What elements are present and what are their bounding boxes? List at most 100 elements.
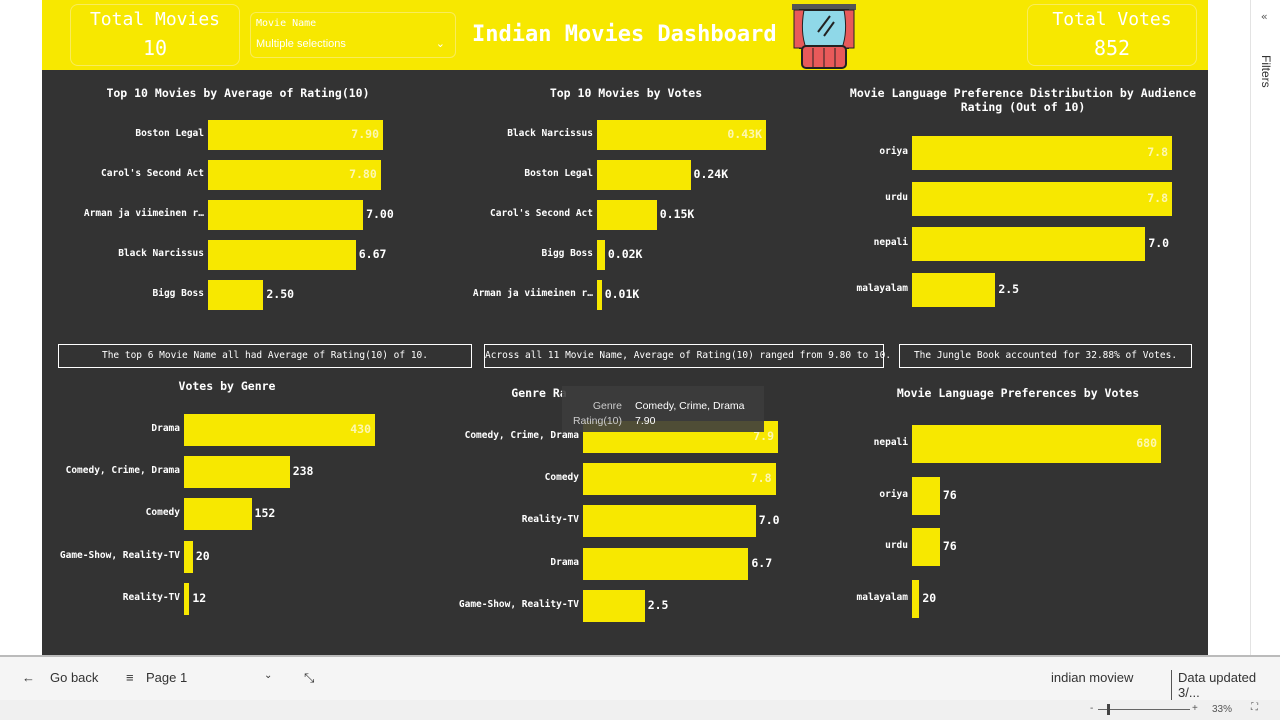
bar[interactable] bbox=[912, 182, 1172, 216]
data-label: 76 bbox=[942, 539, 957, 553]
bar[interactable] bbox=[208, 280, 264, 310]
category-label: Boston Legal bbox=[135, 128, 204, 139]
category-label: Bigg Boss bbox=[541, 248, 593, 259]
category-label: Comedy, Crime, Drama bbox=[464, 430, 579, 441]
chart-tooltip: Genre Comedy, Crime, Drama Rating(10) 7.… bbox=[562, 386, 764, 432]
page-selector[interactable]: Page 1 bbox=[146, 670, 188, 685]
zoom-out-button[interactable]: - bbox=[1090, 703, 1094, 714]
data-label: 0.24K bbox=[693, 167, 729, 181]
report-name: indian moview bbox=[1051, 670, 1134, 685]
category-label: oriya bbox=[879, 489, 908, 500]
category-label: nepali bbox=[873, 237, 908, 248]
bar[interactable] bbox=[597, 160, 691, 190]
category-label: Carol's Second Act bbox=[490, 208, 593, 219]
bar[interactable] bbox=[912, 580, 920, 618]
status-bar: - + 33% ⛶ bbox=[0, 700, 1280, 720]
bar[interactable] bbox=[184, 414, 375, 446]
go-back-button[interactable]: Go back bbox=[50, 670, 99, 685]
data-label: 2.50 bbox=[266, 287, 295, 301]
bar[interactable] bbox=[597, 200, 657, 230]
bottom-nav-bar: ← Go back ≡ Page 1 ⌄ ⤡ indian moview Dat… bbox=[0, 655, 1280, 700]
tooltip-value-genre: Comedy, Crime, Drama bbox=[635, 400, 745, 412]
bar[interactable] bbox=[208, 160, 381, 190]
cinema-logo-icon bbox=[792, 4, 856, 69]
collapse-chevron-icon[interactable]: « bbox=[1261, 10, 1268, 23]
data-label: 7.8 bbox=[1147, 191, 1168, 205]
category-label: Game-Show, Reality-TV bbox=[458, 599, 579, 610]
category-label: Boston Legal bbox=[524, 168, 593, 179]
bar[interactable] bbox=[912, 477, 940, 515]
bar[interactable] bbox=[208, 240, 356, 270]
category-label: malayalam bbox=[856, 283, 908, 294]
category-label: Arman ja viimeinen r… bbox=[83, 208, 204, 219]
bar[interactable] bbox=[184, 456, 290, 488]
category-label: Carol's Second Act bbox=[101, 168, 204, 179]
slicer-value: Multiple selections bbox=[256, 38, 346, 50]
data-label: 680 bbox=[1136, 436, 1157, 450]
back-arrow-icon[interactable]: ← bbox=[22, 670, 35, 685]
data-label: 2.5 bbox=[998, 282, 1020, 296]
data-label: 0.01K bbox=[604, 287, 640, 301]
bar[interactable] bbox=[583, 590, 645, 622]
total-movies-card: Total Movies 10 bbox=[70, 4, 240, 66]
data-label: 0.15K bbox=[659, 207, 695, 221]
bar[interactable] bbox=[597, 120, 766, 150]
data-label: 238 bbox=[292, 464, 314, 478]
movie-name-slicer[interactable]: Movie Name Multiple selections ⌄ bbox=[250, 12, 456, 58]
bar[interactable] bbox=[912, 273, 996, 307]
filters-pane[interactable]: « Filters bbox=[1250, 0, 1280, 655]
category-label: Black Narcissus bbox=[507, 128, 593, 139]
zoom-in-button[interactable]: + bbox=[1192, 703, 1198, 714]
data-label: 7.9 bbox=[753, 429, 774, 443]
chart-title: Top 10 Movies by Votes bbox=[549, 86, 703, 100]
data-updated-text: Data updated 3/... bbox=[1171, 670, 1280, 700]
zoom-slider-handle[interactable] bbox=[1107, 704, 1110, 715]
category-label: Comedy bbox=[145, 507, 180, 518]
bar[interactable] bbox=[912, 528, 940, 566]
bar[interactable] bbox=[583, 505, 756, 537]
smart-narrative-1: The top 6 Movie Name all had Average of … bbox=[58, 344, 472, 368]
category-label: Reality-TV bbox=[521, 514, 579, 525]
bar[interactable] bbox=[208, 200, 364, 230]
chevron-down-icon[interactable]: ⌄ bbox=[435, 38, 445, 50]
chevron-down-icon[interactable]: ⌄ bbox=[264, 670, 273, 681]
chart-title: Votes by Genre bbox=[178, 379, 276, 393]
zoom-slider[interactable] bbox=[1098, 709, 1190, 710]
fit-to-page-icon[interactable]: ⛶ bbox=[1251, 702, 1258, 713]
category-label: malayalam bbox=[856, 592, 908, 603]
data-label: 6.7 bbox=[751, 556, 773, 570]
pages-icon: ≡ bbox=[126, 670, 134, 685]
smart-narrative-3: The Jungle Book accounted for 32.88% of … bbox=[899, 344, 1192, 368]
fullscreen-exit-icon[interactable]: ⤡ bbox=[304, 670, 315, 685]
bar[interactable] bbox=[597, 280, 602, 310]
data-label: 7.0 bbox=[758, 513, 780, 527]
zoom-level: 33% bbox=[1212, 704, 1233, 715]
category-label: nepali bbox=[873, 437, 908, 448]
bar[interactable] bbox=[184, 583, 190, 615]
data-label: 2.5 bbox=[647, 598, 669, 612]
bar[interactable] bbox=[912, 136, 1172, 170]
data-label: 20 bbox=[922, 591, 937, 605]
bar[interactable] bbox=[912, 227, 1146, 261]
filters-label: Filters bbox=[1259, 55, 1273, 88]
bar[interactable] bbox=[208, 120, 383, 150]
bar[interactable] bbox=[597, 240, 605, 270]
bar[interactable] bbox=[184, 541, 193, 573]
tooltip-key-genre: Genre bbox=[592, 400, 622, 412]
chart-title: Top 10 Movies by Average of Rating(10) bbox=[106, 86, 370, 100]
data-label: 0.02K bbox=[607, 247, 643, 261]
bar[interactable] bbox=[184, 498, 252, 530]
category-label: oriya bbox=[879, 146, 908, 157]
category-label: Black Narcissus bbox=[118, 248, 204, 259]
bar[interactable] bbox=[583, 548, 749, 580]
data-label: 152 bbox=[254, 506, 276, 520]
data-label: 6.67 bbox=[358, 247, 387, 261]
category-label: Reality-TV bbox=[122, 592, 180, 603]
slicer-label: Movie Name bbox=[256, 18, 317, 29]
bar[interactable] bbox=[583, 463, 776, 495]
data-label: 7.00 bbox=[366, 207, 394, 221]
bar[interactable] bbox=[912, 425, 1161, 463]
category-label: Comedy, Crime, Drama bbox=[65, 465, 180, 476]
tooltip-key-rating: Rating(10) bbox=[572, 415, 622, 427]
category-label: Drama bbox=[550, 557, 579, 568]
